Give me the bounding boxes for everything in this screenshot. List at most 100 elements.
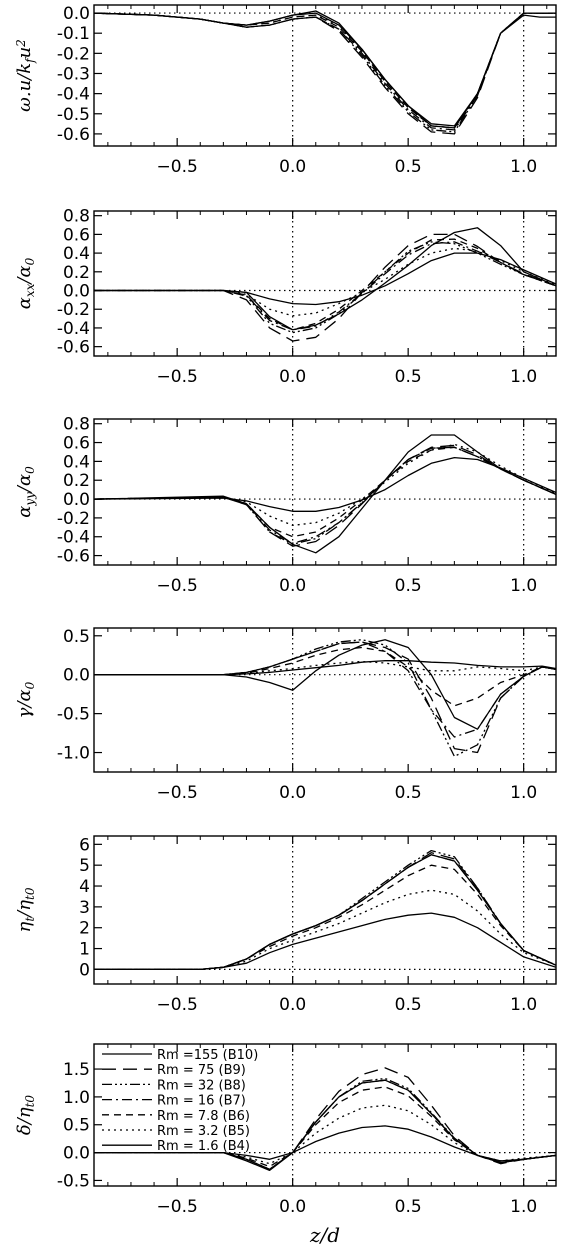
x-tick-label: −0.5	[157, 1197, 198, 1217]
series-line-6	[94, 247, 556, 317]
plot-frame	[93, 627, 557, 773]
series-line-7	[94, 1125, 556, 1162]
x-tick-label: −0.5	[157, 367, 198, 387]
series-line-6	[94, 12, 556, 129]
legend-label-2: Rm = 75 (B9)	[157, 1063, 246, 1078]
series-line-7	[94, 252, 556, 306]
plot-frame	[93, 835, 557, 985]
x-tick-label: 1.0	[510, 995, 537, 1015]
y-tick-label: 0.2	[63, 263, 90, 283]
series-line-2	[94, 233, 556, 342]
y-axis-label: δ/ηt0	[14, 1095, 37, 1136]
x-tick-label: 1.0	[510, 783, 537, 803]
series-line-1	[94, 227, 556, 331]
series-line-6	[94, 1104, 556, 1165]
y-tick-label: 0.0	[63, 1144, 90, 1164]
y-axis-label: ω.u/kfu2	[14, 39, 37, 112]
y-tick-label: -0.6	[57, 547, 90, 567]
series-line-3	[94, 849, 556, 971]
y-tick-label: 0.0	[63, 282, 90, 302]
x-tick-label: 1.0	[510, 576, 537, 596]
y-tick-label: -0.6	[57, 338, 90, 358]
y-tick-label: 0.0	[63, 490, 90, 510]
y-tick-label: 2	[79, 919, 90, 939]
y-tick-label: -1.0	[57, 744, 90, 764]
x-tick-label: 0.5	[395, 576, 422, 596]
y-tick-label: 0.8	[63, 207, 90, 227]
y-tick-label: -0.5	[57, 105, 90, 125]
y-axis-label: ηt/ηt0	[14, 887, 37, 932]
y-tick-label: 0.0	[63, 666, 90, 686]
y-tick-label: 6	[79, 835, 90, 855]
legend-label-4: Rm = 16 (B7)	[157, 1094, 246, 1109]
x-tick-label: 0.5	[395, 367, 422, 387]
y-tick-label: -0.4	[57, 319, 90, 339]
y-tick-label: 0.6	[63, 225, 90, 245]
y-tick-label: 1.0	[63, 1088, 90, 1108]
x-tick-label: 0.0	[279, 1197, 306, 1217]
series-line-7	[94, 12, 556, 127]
x-tick-label: −0.5	[157, 783, 198, 803]
y-tick-label: 4	[79, 877, 90, 897]
series-line-4	[94, 641, 556, 738]
x-tick-label: 0.0	[279, 995, 306, 1015]
series-line-4	[94, 241, 556, 331]
x-tick-label: 0.5	[395, 995, 422, 1015]
x-tick-label: 0.5	[395, 157, 422, 177]
series-line-3	[94, 639, 556, 758]
series-line-2	[94, 12, 556, 135]
legend-label-6: Rm = 3.2 (B5)	[157, 1124, 250, 1139]
series-line-5	[94, 864, 556, 971]
y-axis-label: γ/α0	[14, 681, 37, 718]
x-tick-label: −0.5	[157, 576, 198, 596]
y-tick-label: -0.2	[57, 44, 90, 64]
series-line-3	[94, 12, 556, 133]
panel-6: −0.5 0.0 0.5 1.0 1.5 1.0 0.5 0.0 -0.5 δ/ηt0 Rm =15…	[14, 1043, 557, 1217]
series-line-4	[94, 12, 556, 131]
y-tick-label: 0.2	[63, 471, 90, 491]
legend-label-3: Rm = 32 (B8)	[157, 1078, 246, 1093]
legend-label-7: Rm = 1.6 (B4)	[157, 1139, 250, 1154]
y-tick-label: 0.8	[63, 415, 90, 435]
y-tick-label: 1	[79, 940, 90, 960]
y-tick-label: 0	[79, 960, 90, 980]
y-tick-label: 0.0	[63, 4, 90, 24]
x-tick-label: 0.5	[395, 783, 422, 803]
panel-2: −0.5 0.0 0.5 1.00.80.60.40.20.0-0.2-0.4-0.6…	[14, 207, 557, 387]
series-line-7	[94, 660, 556, 676]
y-tick-label: 0.6	[63, 434, 90, 454]
y-tick-label: 0.4	[63, 244, 90, 264]
x-tick-label: 1.0	[510, 367, 537, 387]
series-line-4	[94, 854, 556, 971]
series-line-4	[94, 1079, 556, 1170]
panel-1: −0.5 0.0 0.5 1.00.0-0.1-0.2-0.3-0.4-0.5-0.6…	[14, 4, 557, 177]
y-tick-label: -0.4	[57, 85, 90, 105]
y-tick-label: 0.4	[63, 452, 90, 472]
y-tick-label: 3	[79, 898, 90, 918]
x-tick-label: 0.0	[279, 367, 306, 387]
x-tick-label: −0.5	[157, 995, 198, 1015]
legend: Rm =155 (B10)Rm = 75 (B9)Rm = 32 (B8)Rm …	[102, 1048, 258, 1154]
y-tick-label: -0.4	[57, 528, 90, 548]
series-line-7	[94, 912, 556, 971]
y-tick-label: -0.5	[57, 1171, 90, 1191]
plot-frame	[93, 210, 557, 357]
plot-frame	[93, 418, 557, 566]
series-line-1	[94, 854, 556, 971]
series-line-5	[94, 646, 556, 707]
y-tick-label: 0.5	[63, 627, 90, 647]
y-tick-label: -0.1	[57, 24, 90, 44]
series-line-6	[94, 660, 556, 676]
x-tick-label: 0.5	[395, 1197, 422, 1217]
legend-label-5: Rm = 7.8 (B6)	[157, 1109, 250, 1124]
x-tick-label: 0.0	[279, 783, 306, 803]
y-axis-label: αyy/α0	[14, 466, 37, 518]
legend-label-1: Rm =155 (B10)	[157, 1048, 258, 1063]
x-tick-label: 0.0	[279, 576, 306, 596]
y-tick-label: 5	[79, 856, 90, 876]
series-line-3	[94, 241, 556, 334]
panel-3: −0.5 0.0 0.5 1.00.80.60.40.20.0-0.2-0.4-0.6…	[14, 415, 557, 596]
x-tick-label: −0.5	[157, 157, 198, 177]
